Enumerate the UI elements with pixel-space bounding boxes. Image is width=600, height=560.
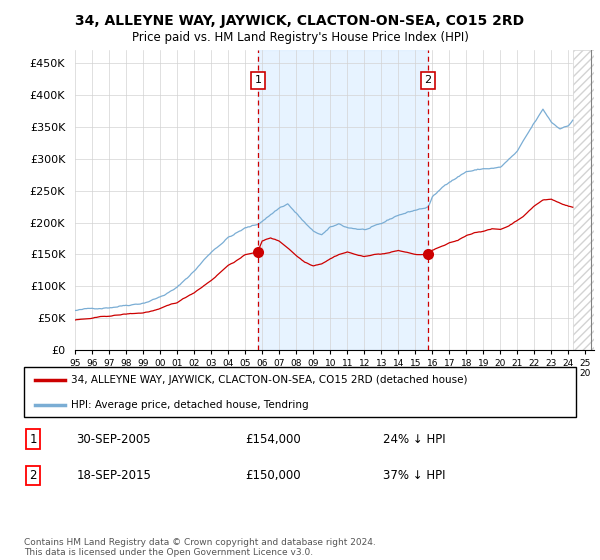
- Text: 34, ALLEYNE WAY, JAYWICK, CLACTON-ON-SEA, CO15 2RD: 34, ALLEYNE WAY, JAYWICK, CLACTON-ON-SEA…: [76, 14, 524, 28]
- Bar: [573, 50, 594, 350]
- Text: HPI: Average price, detached house, Tendring: HPI: Average price, detached house, Tend…: [71, 400, 308, 410]
- Text: 34, ALLEYNE WAY, JAYWICK, CLACTON-ON-SEA, CO15 2RD (detached house): 34, ALLEYNE WAY, JAYWICK, CLACTON-ON-SEA…: [71, 375, 467, 385]
- Text: 1: 1: [254, 76, 262, 85]
- Text: 1: 1: [29, 432, 37, 446]
- Text: £154,000: £154,000: [245, 432, 301, 446]
- Text: 2: 2: [425, 76, 431, 85]
- Text: Contains HM Land Registry data © Crown copyright and database right 2024.
This d: Contains HM Land Registry data © Crown c…: [24, 538, 376, 557]
- Bar: [258, 50, 428, 350]
- Text: 18-SEP-2015: 18-SEP-2015: [76, 469, 151, 482]
- Text: 37% ↓ HPI: 37% ↓ HPI: [383, 469, 445, 482]
- FancyBboxPatch shape: [24, 367, 576, 417]
- Text: 30-SEP-2005: 30-SEP-2005: [76, 432, 151, 446]
- Text: 2: 2: [29, 469, 37, 482]
- Bar: [573, 50, 594, 350]
- Text: Price paid vs. HM Land Registry's House Price Index (HPI): Price paid vs. HM Land Registry's House …: [131, 31, 469, 44]
- Text: 24% ↓ HPI: 24% ↓ HPI: [383, 432, 445, 446]
- Text: £150,000: £150,000: [245, 469, 301, 482]
